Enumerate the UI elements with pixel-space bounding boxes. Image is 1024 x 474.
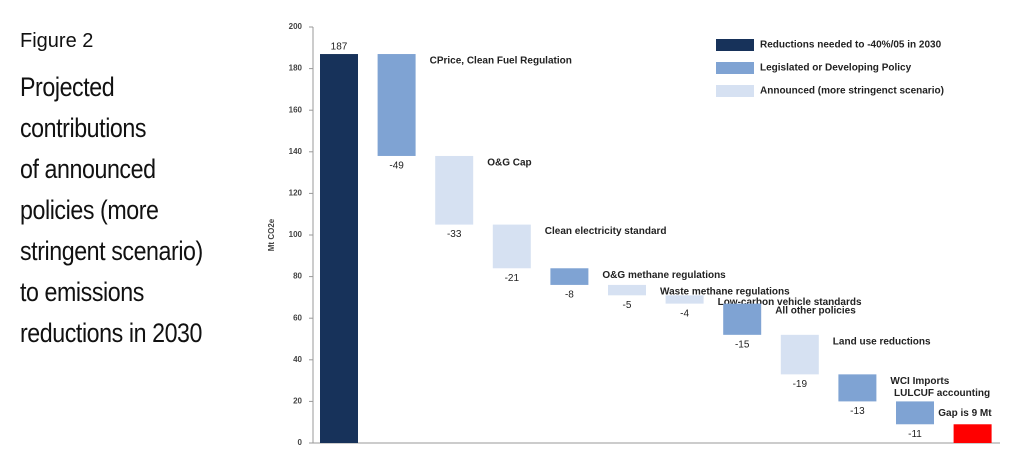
legend-swatch: [716, 85, 754, 97]
bar: [896, 401, 934, 425]
value-label: -11: [908, 429, 922, 440]
category-label: Gap is 9 Mt: [938, 408, 992, 419]
y-tick-label: 40: [293, 355, 302, 364]
legend-label: Reductions needed to -40%/05 in 2030: [760, 40, 942, 51]
legend-label: Legislated or Developing Policy: [760, 63, 912, 74]
y-axis-label: Mt CO2e: [267, 218, 276, 251]
value-label: -33: [447, 229, 462, 240]
value-label: -19: [793, 379, 808, 390]
title: Projected contributions of announced polici…: [20, 67, 280, 354]
category-label: O&G methane regulations: [602, 270, 726, 281]
value-label: -49: [389, 161, 404, 172]
figure-label: Figure 2: [20, 30, 94, 52]
value-label: -13: [850, 406, 865, 417]
category-label: O&G Cap: [487, 158, 531, 169]
category-label: WCI Imports: [890, 376, 949, 387]
bar: [377, 54, 416, 156]
bar: [608, 284, 646, 296]
title-line: to emissions: [20, 277, 144, 307]
value-label: -5: [623, 300, 632, 311]
category-label: CPrice, Clean Fuel Regulation: [430, 56, 572, 67]
text-panel: Figure 2 Projected contributions of announ…: [20, 30, 280, 354]
y-tick-label: 60: [293, 313, 302, 322]
value-label: -8: [565, 290, 574, 301]
y-tick-label: 140: [289, 147, 303, 156]
title-line: contributions: [20, 113, 147, 143]
y-tick-label: 80: [293, 272, 302, 281]
bar: [435, 155, 474, 225]
value-label: -21: [505, 273, 520, 284]
title-line: Projected: [20, 72, 115, 102]
value-label: -4: [680, 308, 689, 319]
title-line: policies (more: [20, 195, 159, 225]
value-label: -15: [735, 339, 750, 350]
category-label: Land use reductions: [833, 336, 931, 347]
legend-swatch: [716, 62, 754, 74]
category-label: All other policies: [775, 305, 856, 316]
bar: [492, 224, 531, 269]
value-label: 187: [331, 42, 348, 53]
y-tick-label: 160: [289, 105, 303, 114]
bar: [550, 268, 589, 285]
category-label: Waste methane regulations: [660, 287, 790, 298]
title-line: reductions in 2030: [20, 318, 203, 348]
title-line: stringent scenario): [20, 236, 203, 266]
legend-label: Announced (more stringenct scenario): [760, 86, 944, 97]
bar: [320, 54, 358, 443]
bar: [953, 424, 992, 443]
title-line: of announced: [20, 154, 156, 184]
y-tick-label: 180: [289, 64, 303, 73]
bar: [665, 295, 704, 304]
legend-swatch: [716, 39, 754, 51]
y-tick-label: 120: [289, 189, 303, 198]
category-label: LULCUF accounting: [894, 388, 990, 399]
category-label: Low-carbon vehicle standards: [718, 297, 862, 308]
y-tick-label: 200: [289, 22, 303, 31]
category-label: Clean electricity standard: [545, 226, 667, 237]
y-tick-label: 0: [298, 438, 303, 447]
bar: [838, 374, 877, 402]
y-tick-label: 20: [293, 397, 302, 406]
bar: [723, 303, 762, 335]
bar: [780, 334, 819, 375]
y-tick-label: 100: [289, 230, 303, 239]
